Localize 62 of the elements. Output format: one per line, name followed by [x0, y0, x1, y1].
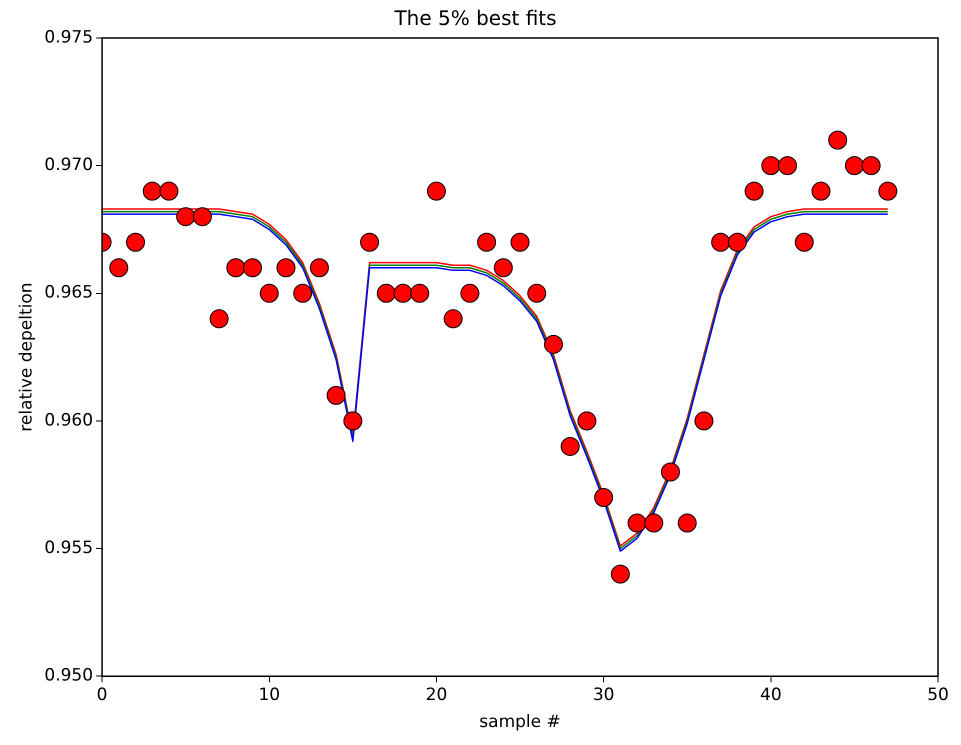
point [326, 386, 346, 405]
point [744, 182, 764, 201]
point [460, 284, 480, 303]
y-tick-label: 0.960 [44, 410, 94, 430]
point [862, 156, 881, 176]
x-tick-label: 30 [592, 684, 614, 705]
point [878, 182, 898, 201]
point [644, 514, 664, 533]
point [844, 156, 864, 176]
y-tick-label: 0.965 [44, 282, 94, 303]
x-tick-label: 40 [760, 684, 782, 705]
point [494, 258, 513, 278]
point [577, 411, 596, 430]
x-tick-label: 20 [426, 684, 448, 705]
point [142, 182, 162, 201]
point [694, 411, 714, 430]
x-tick-label: 10 [258, 684, 280, 705]
point [192, 207, 212, 226]
point [376, 284, 396, 303]
point [176, 207, 196, 226]
y-tick-label: 0.955 [44, 538, 94, 558]
point [544, 334, 563, 354]
point [527, 284, 546, 303]
point [610, 564, 630, 584]
point [394, 284, 413, 303]
point [243, 258, 262, 278]
chart-title: The 5% best fits [393, 6, 557, 30]
point [410, 284, 430, 303]
point [661, 462, 680, 482]
point [310, 258, 329, 278]
y-tick-label: 0.975 [44, 27, 94, 48]
x-tick-label: 50 [927, 684, 949, 705]
x-tick-label: 0 [96, 684, 108, 705]
point [778, 156, 798, 176]
point [426, 182, 446, 201]
point [226, 258, 246, 278]
point [126, 232, 146, 252]
point [109, 258, 128, 278]
x-axis-title: sample # [479, 712, 561, 732]
point [811, 182, 830, 201]
point [594, 488, 614, 508]
point [628, 514, 647, 533]
point [560, 436, 580, 456]
point [510, 232, 530, 252]
y-tick-label: 0.970 [44, 155, 94, 176]
point [728, 232, 747, 252]
point [260, 284, 279, 303]
point [210, 309, 229, 328]
point [761, 156, 780, 176]
point [360, 232, 380, 252]
point [293, 284, 312, 303]
point [828, 130, 848, 150]
point [343, 411, 362, 430]
point [276, 258, 296, 278]
y-tick-label: 0.950 [44, 666, 94, 686]
point [678, 514, 697, 533]
point [711, 232, 730, 252]
point [794, 232, 814, 252]
point [444, 309, 463, 328]
point [159, 182, 178, 201]
y-axis-title: relative depeltion [16, 282, 37, 432]
point [477, 232, 496, 252]
